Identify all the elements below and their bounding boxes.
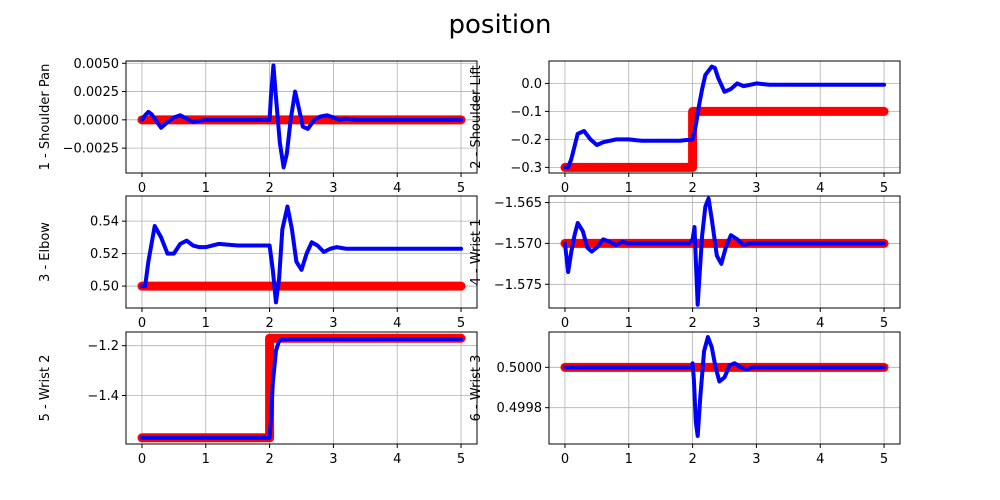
axes-frame	[548, 331, 901, 445]
y-axis-label: 4 - Wrist 1	[469, 219, 484, 286]
x-tick-label: 5	[457, 181, 465, 196]
y-tick-label: −0.2	[510, 133, 542, 148]
y-tick-label: 0.0	[521, 77, 542, 92]
y-tick-label: 0.0000	[74, 113, 120, 128]
axes-frame	[125, 60, 478, 174]
subplot-3: 0 1 2 3 4 5 0.50 0.52 0.54 3 - Elbow	[38, 195, 478, 331]
x-tick-label: 2	[688, 452, 696, 467]
y-tick-label: −1.565	[494, 196, 542, 211]
y-axis-label: 1 - Shoulder Pan	[38, 64, 53, 171]
series-group	[137, 63, 466, 170]
series-group	[560, 64, 889, 172]
y-axis-label: 5 - Wrist 2	[38, 355, 53, 422]
x-tick-label: 0	[561, 316, 569, 331]
x-tick-label: 5	[457, 316, 465, 331]
y-axis-label: 6 - Wrist 3	[469, 355, 484, 422]
y-tick-label: 0.0025	[74, 85, 120, 100]
x-tick-label: 2	[265, 181, 273, 196]
y-tick-label: −0.3	[510, 161, 542, 176]
x-tick-label: 4	[816, 452, 824, 467]
x-tick-label: 3	[329, 452, 337, 467]
y-tick-label: 0.4998	[497, 401, 543, 416]
x-tick-label: 1	[202, 181, 210, 196]
x-tick-label: 0	[561, 181, 569, 196]
actual-line	[139, 63, 464, 170]
x-tick-label: 4	[393, 316, 401, 331]
x-tick-label: 1	[202, 452, 210, 467]
x-tick-label: 5	[457, 452, 465, 467]
series-group	[560, 335, 889, 438]
x-tick-label: 3	[329, 181, 337, 196]
series-group	[137, 204, 466, 305]
subplot-5: 0 1 2 3 4 5 −1.4 −1.2 5 - Wrist 2	[38, 331, 478, 467]
target-line	[137, 333, 466, 443]
y-tick-label: −1.4	[87, 389, 119, 404]
y-tick-label: 0.5000	[497, 361, 543, 376]
actual-line	[562, 335, 887, 438]
y-axis-label: 3 - Elbow	[38, 222, 53, 282]
actual-line	[562, 64, 887, 170]
x-tick-label: 5	[880, 181, 888, 196]
series-group	[560, 196, 889, 307]
x-tick-label: 2	[688, 316, 696, 331]
y-tick-label: −0.1	[510, 105, 542, 120]
actual-line	[139, 204, 464, 305]
subplot-4: 0 1 2 3 4 5 −1.575 −1.570 −1.565 4 - Wrist 1	[469, 195, 901, 331]
y-tick-label: −0.0025	[63, 142, 119, 157]
subplot-6: 0 1 2 3 4 5 0.4998 0.5000 6 - Wrist 3	[469, 331, 901, 467]
x-tick-label: 0	[561, 452, 569, 467]
x-tick-label: 3	[329, 316, 337, 331]
x-tick-label: 3	[752, 452, 760, 467]
x-tick-label: 0	[138, 452, 146, 467]
axes-frame	[548, 195, 901, 309]
actual-line	[562, 196, 887, 307]
x-tick-label: 0	[138, 181, 146, 196]
x-tick-label: 2	[265, 452, 273, 467]
y-axis-label: 2 - Shoulder Lift	[469, 65, 484, 169]
y-tick-label: −1.2	[87, 339, 119, 354]
axes-frame	[125, 331, 478, 445]
x-tick-label: 4	[393, 181, 401, 196]
y-tick-label: 0.0050	[74, 57, 120, 72]
x-tick-label: 3	[752, 316, 760, 331]
x-tick-label: 1	[625, 316, 633, 331]
chart-title: position	[449, 10, 552, 40]
x-tick-label: 5	[880, 452, 888, 467]
subplot-1: 0 1 2 3 4 5 −0.0025 0.0000 0.0025 0.0050 1 - Shoul…	[38, 57, 478, 196]
x-tick-label: 1	[202, 316, 210, 331]
axes-frame	[548, 60, 901, 174]
x-tick-label: 4	[393, 452, 401, 467]
y-tick-label: −1.575	[494, 278, 542, 293]
x-tick-label: 4	[816, 181, 824, 196]
y-tick-label: 0.54	[90, 215, 119, 230]
x-tick-label: 1	[625, 181, 633, 196]
actual-line	[139, 336, 464, 440]
x-tick-label: 4	[816, 316, 824, 331]
series-group	[137, 333, 466, 443]
x-tick-label: 2	[265, 316, 273, 331]
axes-frame	[125, 195, 478, 309]
x-tick-label: 2	[688, 181, 696, 196]
x-tick-label: 5	[880, 316, 888, 331]
x-tick-label: 0	[138, 316, 146, 331]
y-tick-label: 0.52	[90, 247, 119, 262]
y-tick-label: 0.50	[90, 280, 119, 295]
x-tick-label: 3	[752, 181, 760, 196]
x-tick-label: 1	[625, 452, 633, 467]
subplot-2: 0 1 2 3 4 5 −0.3 −0.2 −0.1 0.0 2 - Shoulder Lift	[469, 60, 901, 196]
y-tick-label: −1.570	[494, 237, 542, 252]
